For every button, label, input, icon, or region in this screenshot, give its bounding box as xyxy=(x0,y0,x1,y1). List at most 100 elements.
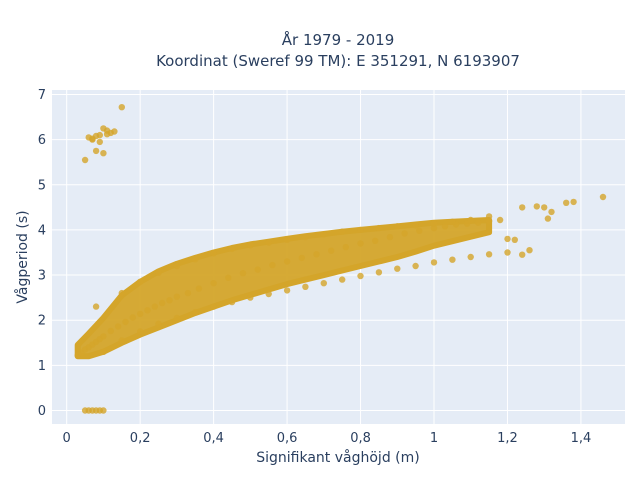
scatter-point xyxy=(144,307,151,314)
x-tick-label: 1,2 xyxy=(497,431,518,446)
scatter-point xyxy=(394,265,401,272)
grid-lines xyxy=(52,90,625,424)
x-tick-label: 0,2 xyxy=(130,431,151,446)
scatter-point xyxy=(155,269,162,276)
scatter-point xyxy=(511,236,518,243)
y-tick-label: 3 xyxy=(38,269,46,284)
scatter-point xyxy=(485,213,493,220)
scatter-point xyxy=(328,247,335,254)
scatter-point xyxy=(357,226,364,234)
y-tick-label: 7 xyxy=(38,88,46,103)
scatter-point xyxy=(100,348,107,355)
y-tick-label: 0 xyxy=(38,404,46,419)
scatter-point xyxy=(192,308,199,316)
scatter-point xyxy=(269,261,276,269)
chart-title-line2: Koordinat (Sweref 99 TM): E 351291, N 61… xyxy=(156,52,520,70)
scatter-point xyxy=(283,258,291,265)
scatter-point xyxy=(496,216,504,224)
scatter-point xyxy=(467,253,474,261)
scatter-point xyxy=(137,278,144,285)
scatter-point xyxy=(375,269,383,276)
scatter-point xyxy=(283,287,291,294)
scatter-point xyxy=(320,280,327,287)
scatter-point xyxy=(239,270,247,277)
scatter-point xyxy=(210,250,217,257)
scatter-point xyxy=(195,285,203,292)
scatter-point xyxy=(247,242,254,249)
scatter-point xyxy=(394,223,401,230)
x-tick-label: 1,4 xyxy=(571,431,592,446)
scatter-point xyxy=(122,318,129,326)
scatter-point xyxy=(151,303,158,310)
scatter-point xyxy=(114,323,122,330)
scatter-point xyxy=(430,220,438,227)
scatter-point xyxy=(533,203,540,210)
scatter-point xyxy=(173,314,181,322)
scatter-point xyxy=(519,251,526,258)
scatter-point xyxy=(526,247,533,254)
scatter-point xyxy=(357,272,364,280)
scatter-point xyxy=(563,199,570,206)
scatter-point xyxy=(474,219,482,226)
x-tick-label: 0 xyxy=(63,431,71,446)
scatter-point xyxy=(100,407,107,414)
scatter-point xyxy=(298,254,305,262)
scatter-point xyxy=(401,230,408,237)
scatter-point xyxy=(129,314,136,321)
scatter-point xyxy=(430,224,438,232)
scatter-point xyxy=(173,262,181,270)
scatter-point xyxy=(96,138,104,146)
scatter-point xyxy=(302,233,309,241)
y-tick-label: 4 xyxy=(38,223,46,238)
scatter-point xyxy=(265,290,272,298)
y-tick-label: 5 xyxy=(38,178,46,193)
scatter-point xyxy=(441,223,449,230)
data-points xyxy=(74,104,607,414)
scatter-point xyxy=(210,303,217,310)
y-tick-labels: 0 1 2 3 4 5 6 7 xyxy=(38,88,46,419)
chart-title-line1: År 1979 - 2019 xyxy=(282,30,395,49)
scatter-point xyxy=(416,227,423,234)
scatter-point xyxy=(375,224,383,232)
scatter-point xyxy=(118,289,126,297)
scatter-point xyxy=(92,147,100,155)
scatter-point xyxy=(570,198,577,206)
scatter-point xyxy=(313,251,320,258)
scatter-point xyxy=(302,283,309,290)
scatter-point xyxy=(247,294,254,301)
scatter-point xyxy=(599,193,607,201)
x-tick-label: 0,6 xyxy=(277,431,298,446)
scatter-point xyxy=(173,293,181,300)
scatter-point xyxy=(166,297,173,304)
scatter-point xyxy=(412,262,419,270)
y-axis-title: Vågperiod (s) xyxy=(14,210,31,303)
scatter-point xyxy=(357,240,364,247)
scatter-point xyxy=(541,204,548,211)
scatter-point xyxy=(544,215,552,222)
y-tick-label: 1 xyxy=(38,359,46,374)
scatter-point xyxy=(372,237,379,244)
scatter-point xyxy=(504,249,511,256)
scatter-point xyxy=(192,256,199,263)
x-tick-labels: 0 0,2 0,4 0,6 0,8 1 1,2 1,4 xyxy=(63,431,592,446)
y-tick-label: 2 xyxy=(38,314,46,329)
scatter-point xyxy=(118,104,126,111)
scatter-point xyxy=(548,208,555,216)
scatter-point xyxy=(107,327,115,335)
scatter-point xyxy=(467,216,474,224)
y-tick-label: 6 xyxy=(38,133,46,148)
scatter-point xyxy=(485,217,493,225)
scatter-point xyxy=(254,266,261,273)
scatter-point xyxy=(504,235,511,243)
scatter-point xyxy=(159,299,166,307)
scatter-point xyxy=(342,243,349,251)
scatter-point xyxy=(265,239,272,246)
x-tick-label: 0,8 xyxy=(350,431,371,446)
scatter-point xyxy=(210,280,217,287)
x-tick-label: 0,4 xyxy=(203,431,224,446)
scatter-point xyxy=(96,131,104,139)
x-tick-label: 1 xyxy=(430,431,438,446)
scatter-point xyxy=(228,298,236,306)
scatter-point xyxy=(100,333,107,340)
